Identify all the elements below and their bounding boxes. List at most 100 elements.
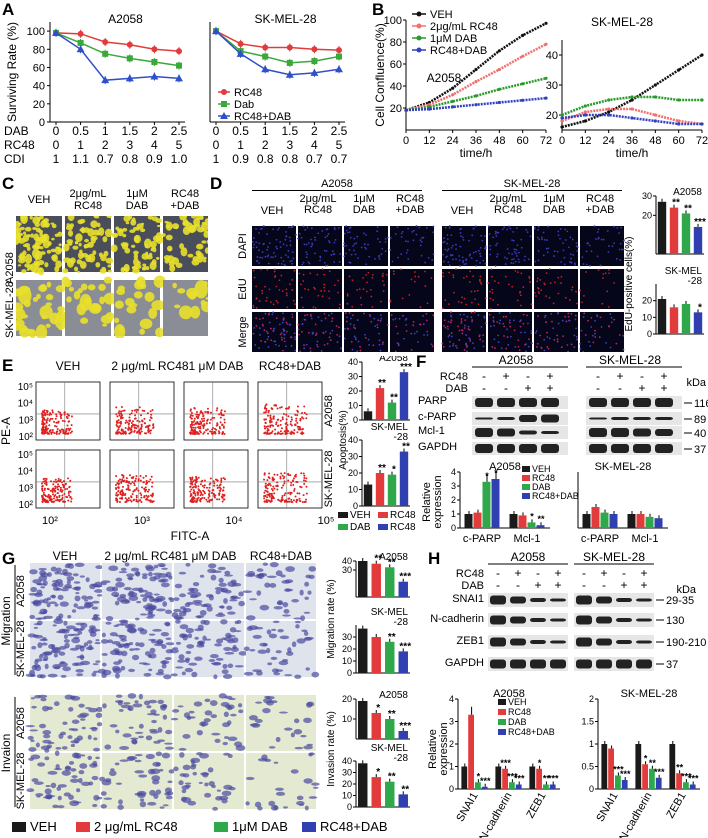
d-nucleus [389,299,392,302]
c-colony [30,233,34,238]
e-event [151,485,154,488]
d-nucleus [266,338,269,341]
d-nucleus [580,329,583,332]
d-nucleus [557,234,560,237]
g-cell [91,727,98,732]
g-cell [76,606,86,610]
g-cell [238,600,245,607]
h-band [550,659,566,669]
d-nucleus [610,316,613,319]
d-nucleus [404,318,407,321]
g-cell [224,570,231,576]
c-colony [29,216,33,220]
b-y-label: Cell Confluence(%) [373,23,387,126]
b-point [653,119,657,123]
e-event [53,480,56,483]
e-event [283,494,286,497]
e-event [213,427,216,430]
d-nucleus [324,264,327,267]
b-x-tick-label: 12 [579,135,591,147]
d-nucleus [615,342,618,345]
g-cell [118,645,123,649]
e-event [60,414,63,417]
b-y-tick-label: 30 [546,80,558,92]
d-nucleus [324,330,327,333]
b-point [521,82,525,86]
e-event [135,427,138,430]
f-band [589,428,607,437]
d-bar-a2058-sig: ** [672,198,680,209]
d-nucleus [356,319,359,321]
g-cell [148,668,153,672]
d-nucleus [443,240,446,243]
d-nucleus [560,261,563,263]
a-line-rc48 [215,30,340,51]
d-nucleus [513,250,516,253]
g-cell [80,718,86,721]
e-event [270,424,273,427]
d-nucleus [483,315,486,318]
g-cell [296,801,305,806]
e-legend-swatch [338,512,348,518]
e-event [292,477,295,480]
e-event [116,425,119,428]
d-nucleus [282,312,284,315]
c-colony [32,297,39,302]
g-cell [215,657,224,661]
d-nucleus [449,321,452,324]
e-event [281,418,284,421]
g-cell [31,645,37,650]
c-colony [203,259,207,263]
g-cell [208,659,216,662]
d-nucleus [543,238,546,241]
g-cell [284,674,293,677]
g-cell [146,705,152,709]
g-cell [245,776,255,781]
d-nucleus [463,327,466,329]
a-y-tick-label: 20 [33,99,45,111]
a-row-value: 0.5 [72,124,89,138]
d-nucleus [426,302,429,305]
a-point-combo [261,65,270,73]
d-nucleus [489,297,492,300]
e-event [276,432,279,435]
g-cell [34,658,43,662]
g-cell [71,728,79,732]
c-colony [42,239,51,249]
e-event [68,490,71,493]
b-y-tick-label: 80 [390,37,402,49]
a-point-dab [176,62,182,69]
e-event [305,413,308,416]
e-event [45,481,48,484]
e-event [209,411,212,414]
g-cell [35,793,44,797]
h-bar-a2058-bar-snai1-rc48 [468,714,474,789]
d-nucleus [252,269,255,272]
e-event [133,498,136,501]
d-nucleus [469,253,472,256]
d-nucleus [470,290,473,293]
e-row-label: A2058 [323,395,335,427]
e-event [149,478,152,481]
e-event [152,426,155,429]
f-kda-value: 37 [694,444,706,456]
d-nucleus [543,316,546,319]
e-event [305,492,308,495]
c-colony [101,266,107,272]
e-event [221,496,224,499]
d-nucleus [295,233,297,236]
d-nucleus [458,259,461,262]
b-x-tick-label: 36 [626,135,638,147]
g-cell [84,601,94,605]
e-event [146,412,149,415]
g-cell [196,752,203,756]
g-cell [167,780,173,784]
d-nucleus [326,264,329,267]
c-colony [16,288,25,297]
d-nucleus [519,304,522,307]
d-nucleus [499,319,502,322]
d-nucleus [305,251,308,254]
g-bar-inv-skmel28-y-tick-label: 10 [342,791,352,801]
e-event [208,500,211,503]
d-nucleus [540,346,543,349]
